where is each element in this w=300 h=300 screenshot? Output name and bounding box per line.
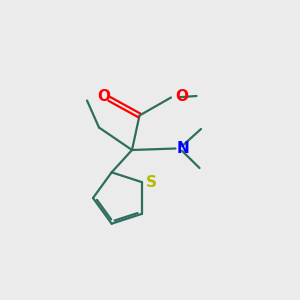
Text: N: N bbox=[177, 141, 190, 156]
Text: S: S bbox=[146, 175, 156, 190]
Text: O: O bbox=[175, 89, 188, 104]
Text: O: O bbox=[98, 89, 111, 104]
